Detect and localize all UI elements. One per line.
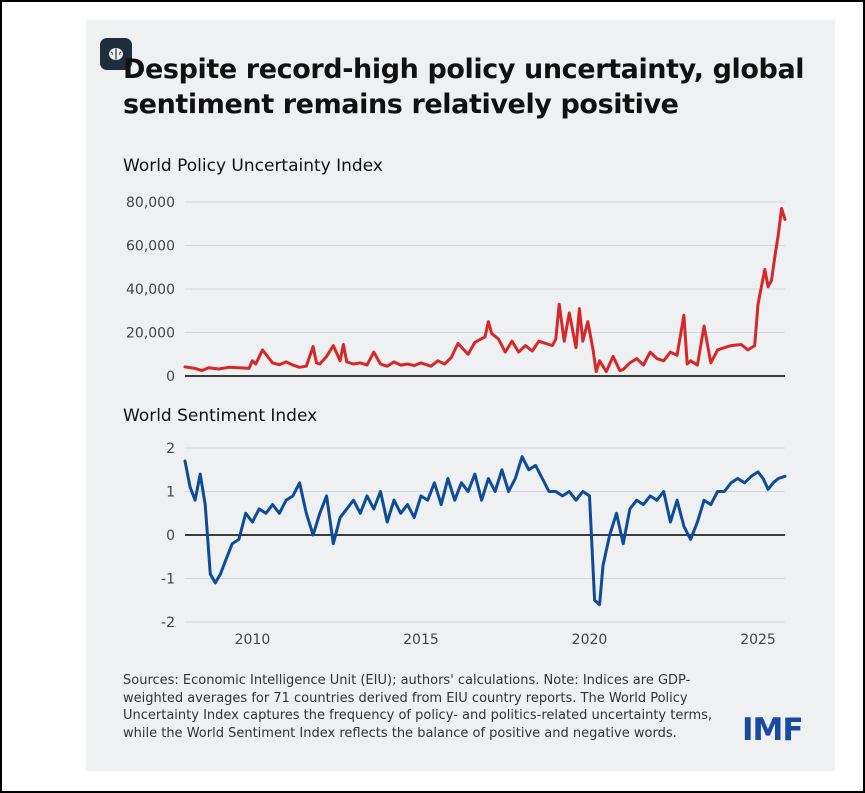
sentiment-xtick-label: 2010 [235,632,271,648]
page-title: Despite record-high policy uncertainty, … [123,54,805,120]
sentiment-xtick-label: 2020 [572,632,608,648]
chart-panel [86,20,835,771]
uncertainty-ytick-label: 20,000 [126,326,175,342]
imf-logo: IMF [742,712,804,748]
sentiment-chart-title: World Sentiment Index [123,406,318,426]
sentiment-ytick-label: 0 [166,528,175,544]
sentiment-xtick-label: 2015 [403,632,439,648]
sentiment-series-line [183,455,787,607]
sentiment-chart: -2 -1 0 1 2 2010 2015 2020 2025 [161,441,787,648]
uncertainty-ytick-label: 40,000 [126,282,175,298]
brain-icon [100,38,132,70]
uncertainty-chart-title: World Policy Uncertainty Index [123,156,383,176]
sentiment-ytick-label: 2 [166,441,175,457]
sentiment-xtick-label: 2025 [740,632,776,648]
sources-note: Sources: Economic Intelligence Unit (EIU… [123,673,713,741]
uncertainty-series-line [183,207,787,374]
uncertainty-ytick-label: 0 [166,369,175,385]
sentiment-ytick-label: -2 [161,615,175,631]
uncertainty-ytick-label: 60,000 [126,239,175,255]
sentiment-ytick-label: 1 [166,485,175,501]
uncertainty-chart: 0 20,000 40,000 60,000 80,000 [126,195,787,385]
uncertainty-ytick-label: 80,000 [126,195,175,211]
sentiment-ytick-label: -1 [161,572,175,588]
